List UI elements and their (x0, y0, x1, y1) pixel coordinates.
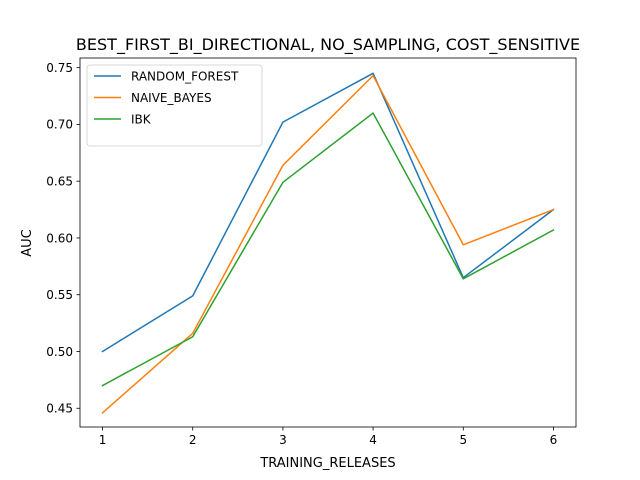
legend-label-0: RANDOM_FOREST (131, 70, 239, 84)
y-axis-label: AUC (20, 229, 35, 257)
chart-title: BEST_FIRST_BI_DIRECTIONAL, NO_SAMPLING, … (76, 35, 580, 55)
legend-label-2: IBK (131, 113, 152, 127)
y-tick-label: 0.55 (46, 288, 73, 302)
y-tick-label: 0.50 (46, 345, 73, 359)
series-line-1 (101, 74, 555, 414)
series-line-2 (101, 112, 555, 387)
plot-area (101, 72, 555, 414)
legend-box (86, 64, 263, 147)
x-tick-label: 6 (550, 433, 558, 447)
x-tick-label: 1 (99, 433, 107, 447)
y-tick-label: 0.70 (46, 118, 73, 132)
x-tick-label: 3 (279, 433, 287, 447)
x-tick-label: 5 (459, 433, 467, 447)
legend-label-1: NAIVE_BAYES (131, 91, 212, 105)
x-tick-label: 4 (369, 433, 377, 447)
x-axis-label: TRAINING_RELEASES (259, 456, 395, 471)
legend: RANDOM_FOREST NAIVE_BAYES IBK (86, 64, 263, 147)
y-tick-label: 0.65 (46, 174, 73, 188)
y-tick-label: 0.45 (46, 402, 73, 416)
x-tick-label: 2 (189, 433, 197, 447)
y-tick-label: 0.75 (46, 61, 73, 75)
series-line-0 (101, 72, 555, 353)
axes: 1 2 3 4 5 6 0.45 0.50 0.55 0.60 0.65 0.70 0.75 (46, 57, 577, 447)
axes-frame (79, 57, 577, 428)
y-tick-label: 0.60 (46, 231, 73, 245)
